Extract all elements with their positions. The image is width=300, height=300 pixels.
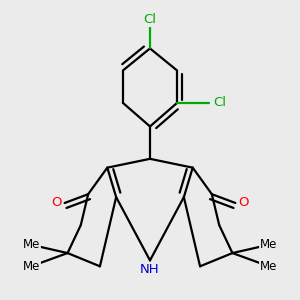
Text: Me: Me — [260, 260, 277, 273]
Text: Me: Me — [23, 238, 40, 251]
Text: Me: Me — [260, 238, 277, 251]
Text: Cl: Cl — [143, 14, 157, 26]
Text: O: O — [238, 196, 249, 209]
Text: O: O — [51, 196, 62, 209]
Text: Me: Me — [23, 260, 40, 273]
Text: NH: NH — [140, 263, 160, 276]
Text: Cl: Cl — [214, 96, 226, 110]
